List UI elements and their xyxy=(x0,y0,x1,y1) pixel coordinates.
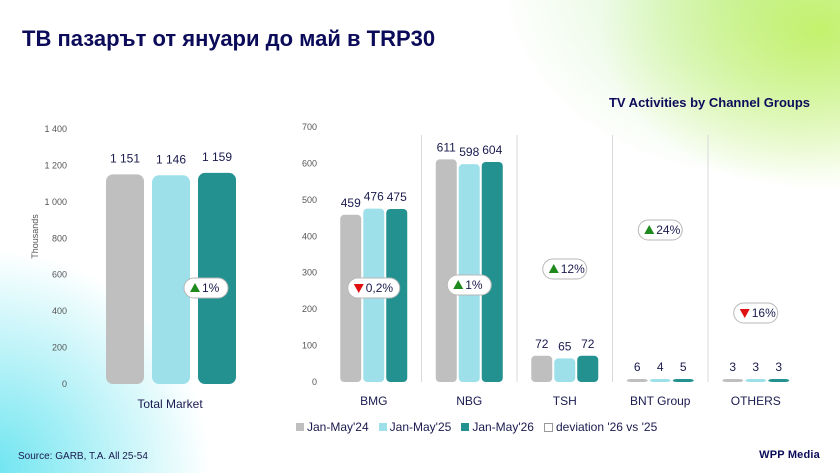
data-label: 598 xyxy=(459,145,479,159)
y-tick-label: 800 xyxy=(52,233,67,243)
arrow-down-icon xyxy=(353,284,364,293)
legend-label: Jan-May'26 xyxy=(472,420,534,434)
x-tick-label: BMG xyxy=(360,394,387,408)
arrow-down-icon xyxy=(739,309,750,318)
deviation-text: 12% xyxy=(561,262,585,276)
y-tick-label: 400 xyxy=(52,306,67,316)
data-label: 1 151 xyxy=(110,151,140,165)
y-tick-label: 200 xyxy=(52,343,67,353)
data-label: 4 xyxy=(657,360,664,374)
legend-item: Jan-May'25 xyxy=(378,420,452,434)
data-label: 475 xyxy=(387,190,407,204)
y-tick-label: 0 xyxy=(62,379,67,389)
legend: Jan-May'24 Jan-May'25 Jan-May'26 deviation … xyxy=(296,420,657,434)
legend-swatch xyxy=(461,423,470,431)
x-tick-label: TSH xyxy=(553,394,577,408)
legend-item: deviation '26 vs '25 xyxy=(543,420,658,434)
page-title: ТВ пазарът от януари до май в TRP30 xyxy=(22,26,436,51)
data-label: 459 xyxy=(341,196,361,210)
y-tick-label: 600 xyxy=(302,158,317,168)
y-tick-label: 700 xyxy=(302,122,317,132)
arrow-up-icon xyxy=(453,280,464,289)
bar xyxy=(672,379,694,382)
y-tick-label: 100 xyxy=(302,341,317,351)
bar xyxy=(554,358,576,382)
legend-swatch xyxy=(543,422,553,432)
arrow-up-icon xyxy=(644,225,655,234)
legend-label: deviation '26 vs '25 xyxy=(555,420,658,434)
bar xyxy=(768,379,790,382)
deviation-text: 24% xyxy=(656,223,680,237)
x-tick-label: NBG xyxy=(456,394,482,408)
bar xyxy=(626,379,648,382)
data-label: 3 xyxy=(729,360,736,374)
bar xyxy=(152,175,190,384)
bar xyxy=(649,379,671,382)
deviation-text: 0,2% xyxy=(366,281,394,295)
y-tick-label: 1 400 xyxy=(44,124,67,134)
bar xyxy=(458,164,480,382)
bar xyxy=(745,379,767,382)
y-tick-label: 400 xyxy=(302,231,317,241)
bar xyxy=(435,159,457,382)
deviation-text: 16% xyxy=(752,306,776,320)
x-tick-label: OTHERS xyxy=(731,394,781,408)
x-tick-label: BNT Group xyxy=(630,394,691,408)
legend-item: Jan-May'24 xyxy=(296,420,369,434)
legend-swatch xyxy=(296,423,304,431)
source-note: Source: GARB, T.A. All 25-54 xyxy=(18,451,148,462)
bar xyxy=(722,379,744,382)
bar xyxy=(340,214,362,382)
data-label: 5 xyxy=(680,360,687,374)
y-tick-label: 300 xyxy=(302,268,317,278)
deviation-text: 1% xyxy=(202,281,220,295)
data-label: 72 xyxy=(535,337,549,351)
y-tick-label: 500 xyxy=(302,195,317,205)
arrow-up-icon xyxy=(190,283,200,292)
y-tick-label: 1 000 xyxy=(44,197,67,207)
legend-item: Jan-May'26 xyxy=(461,420,534,434)
data-label: 611 xyxy=(437,140,456,154)
y-tick-label: 1 200 xyxy=(44,160,67,170)
chart-subtitle: TV Activities by Channel Groups xyxy=(608,95,810,110)
data-label: 476 xyxy=(364,190,384,204)
bar xyxy=(531,355,553,382)
arrow-up-icon xyxy=(548,264,559,273)
data-label: 6 xyxy=(634,360,641,374)
brand-logo: WPP Media xyxy=(759,449,820,461)
y-tick-label: 0 xyxy=(312,377,317,387)
data-label: 604 xyxy=(482,143,502,157)
legend-swatch xyxy=(378,423,387,431)
bar xyxy=(577,355,599,382)
x-tick-label: Total Market xyxy=(137,397,203,411)
bar xyxy=(106,174,144,384)
data-label: 72 xyxy=(581,337,595,351)
legend-label: Jan-May'25 xyxy=(389,420,452,434)
data-label: 1 159 xyxy=(202,150,232,164)
data-label: 3 xyxy=(775,360,782,374)
data-label: 65 xyxy=(558,339,572,353)
y-axis-label: Thousands xyxy=(30,214,40,259)
deviation-text: 1% xyxy=(465,278,483,292)
data-label: 3 xyxy=(752,360,759,374)
data-label: 1 146 xyxy=(156,152,186,166)
y-tick-label: 600 xyxy=(52,270,67,280)
y-tick-label: 200 xyxy=(302,304,317,314)
deviation-badge xyxy=(347,277,401,299)
bar xyxy=(481,161,503,382)
legend-label: Jan-May'24 xyxy=(307,420,369,434)
